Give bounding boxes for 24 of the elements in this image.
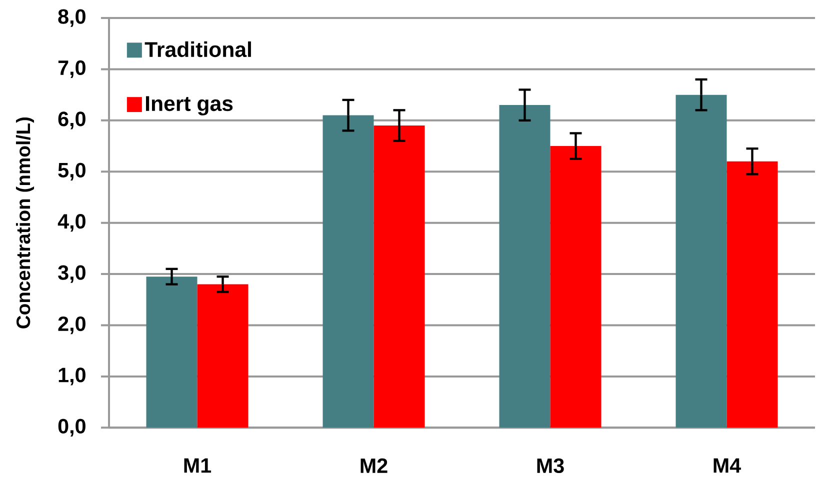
y-tick-label: 0,0 — [58, 418, 86, 436]
x-tick-label: M4 — [714, 458, 741, 473]
y-tick-label: 5,0 — [58, 162, 86, 180]
bar — [726, 161, 778, 428]
y-tick-label: 2,0 — [58, 316, 86, 334]
y-tick-label: 4,0 — [58, 214, 86, 232]
bar — [676, 94, 727, 428]
y-tick-label: 6,0 — [58, 112, 86, 130]
x-tick-label: M2 — [360, 458, 388, 473]
bar — [322, 115, 374, 428]
x-tick-label: M3 — [537, 458, 564, 474]
y-axis-title: Concentration (nmol/L) — [16, 117, 34, 328]
y-tick-label: 8,0 — [58, 9, 86, 27]
bar — [146, 276, 198, 428]
bar — [550, 146, 602, 428]
y-tick-label: 3,0 — [58, 265, 86, 283]
bar — [374, 126, 425, 428]
y-tick-label: 7,0 — [58, 60, 86, 78]
y-tick-label: 1,0 — [58, 368, 86, 386]
bar — [197, 284, 248, 428]
x-tick-label: M1 — [184, 458, 212, 473]
legend-label: Traditional — [144, 41, 251, 58]
bar — [499, 105, 550, 428]
legend-label: Inert gas — [146, 96, 233, 116]
